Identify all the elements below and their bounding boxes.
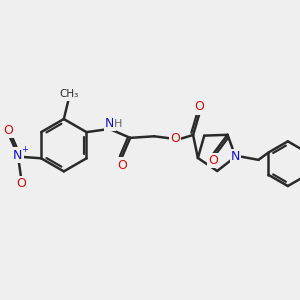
Text: CH₃: CH₃	[59, 89, 78, 100]
Text: O: O	[170, 132, 180, 145]
Text: O: O	[117, 158, 127, 172]
Text: N: N	[231, 150, 240, 163]
Text: O: O	[208, 154, 218, 167]
Text: +: +	[22, 145, 28, 154]
Text: O: O	[16, 177, 26, 190]
Text: O: O	[3, 124, 13, 137]
Text: N: N	[105, 117, 115, 130]
Text: O: O	[194, 100, 204, 113]
Text: H: H	[114, 118, 123, 128]
Text: N: N	[13, 148, 22, 162]
